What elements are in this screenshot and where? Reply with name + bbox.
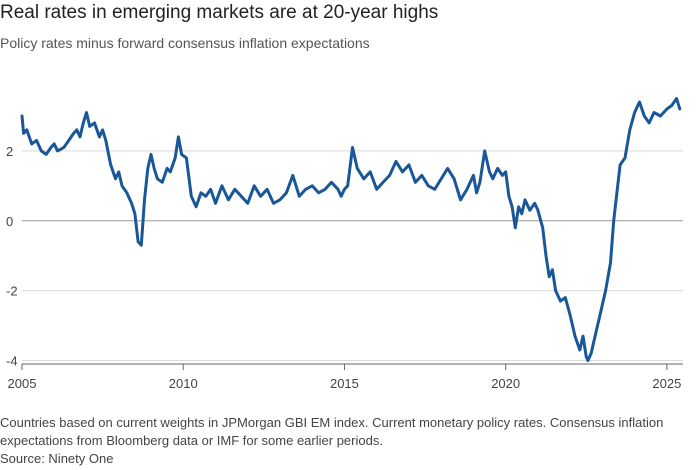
chart-title: Real rates in emerging markets are at 20… [0, 2, 439, 23]
axes: 2 0 -2 -4 2005 2010 2015 2020 2025 [6, 144, 683, 391]
x-tick-label: 2010 [169, 376, 198, 391]
x-tick-label: 2005 [8, 376, 37, 391]
y-tick-label: 0 [6, 214, 13, 229]
y-tick-label: 2 [6, 144, 13, 159]
x-tick-label: 2020 [491, 376, 520, 391]
series-line-0 [20, 97, 682, 362]
source-note: Source: Ninety One [0, 451, 114, 466]
x-tick-label: 2025 [652, 376, 681, 391]
footnote: Countries based on current weights in JP… [0, 415, 664, 448]
x-tick-label: 2015 [330, 376, 359, 391]
y-tick-label: -4 [6, 354, 18, 369]
series-layer [20, 97, 682, 362]
y-tick-label: -2 [6, 284, 18, 299]
chart-subtitle: Policy rates minus forward consensus inf… [0, 35, 370, 51]
